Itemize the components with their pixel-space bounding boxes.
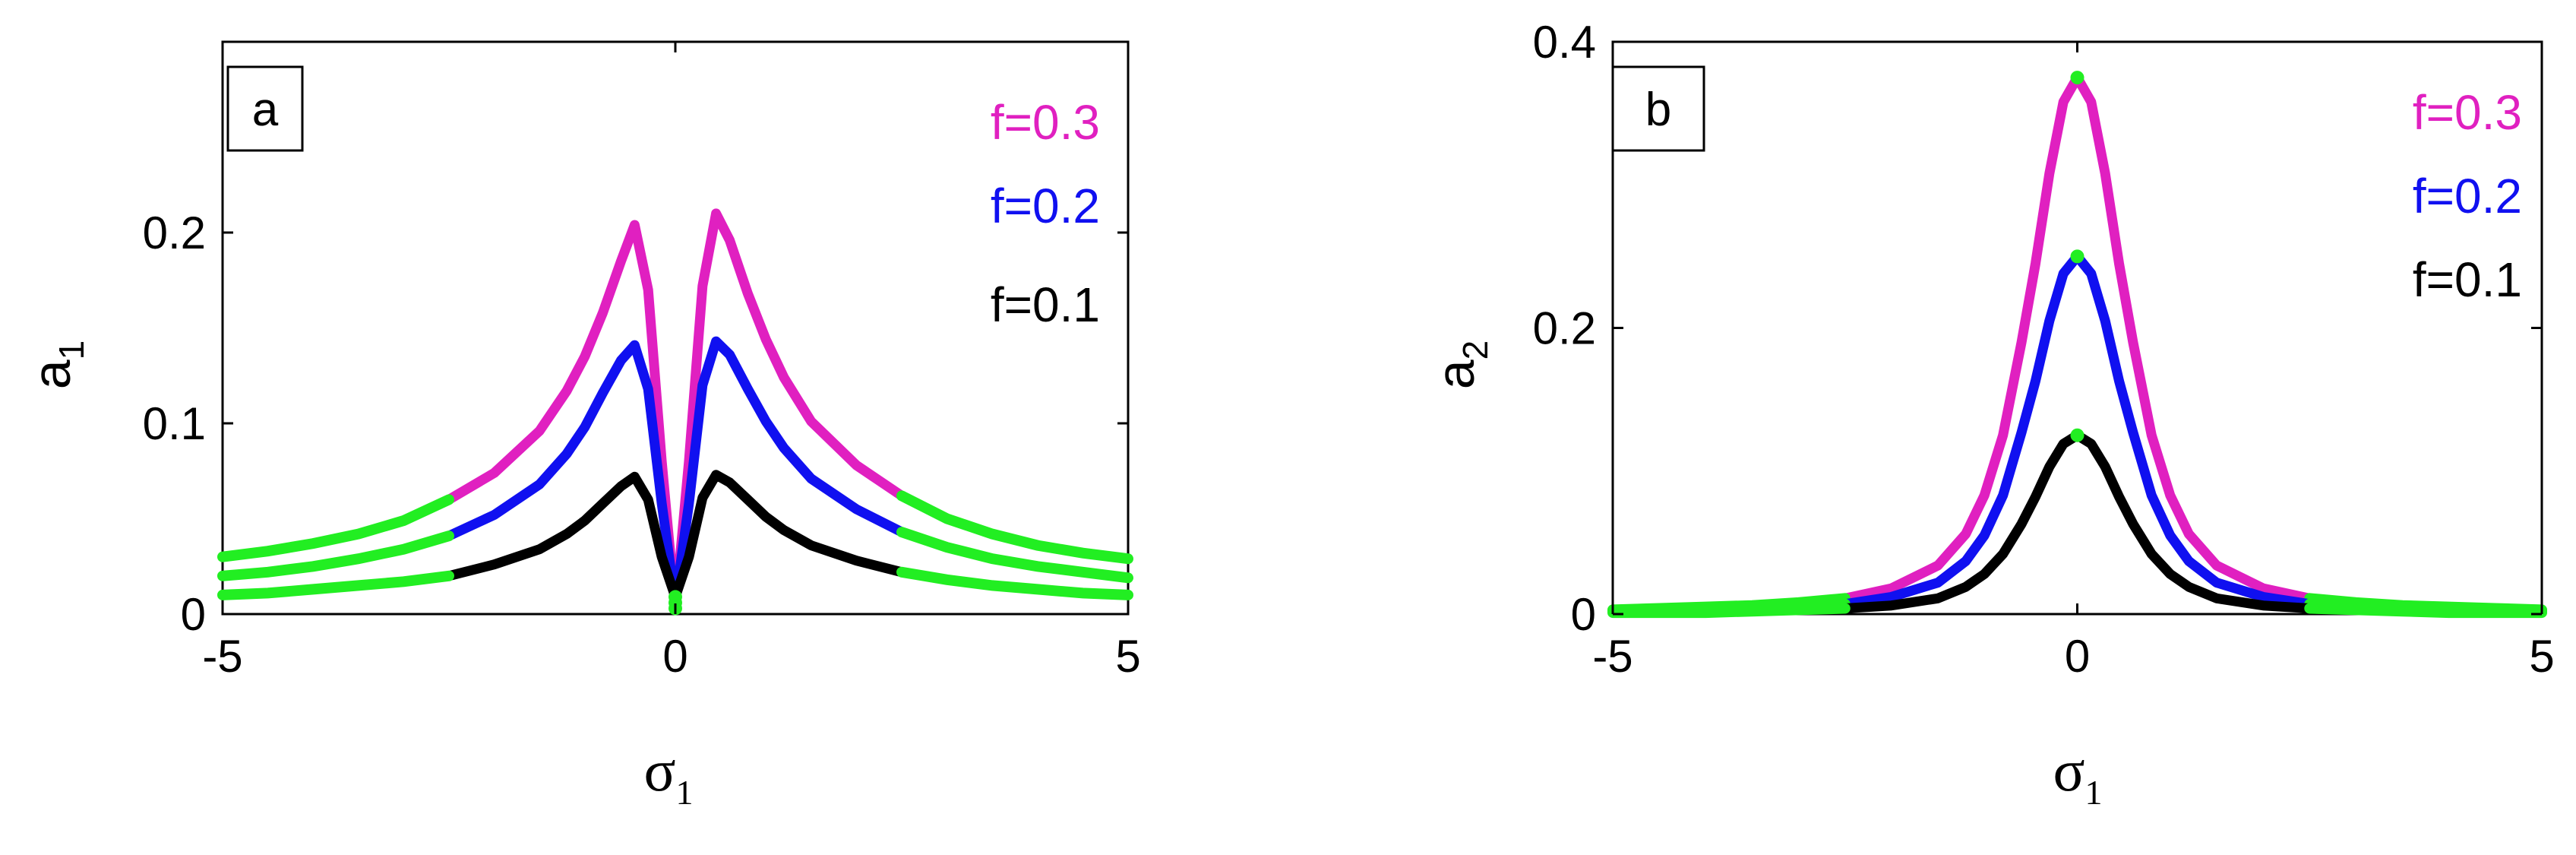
x-axis-label: σ1	[643, 737, 693, 812]
y-tick-label: 0	[1571, 589, 1596, 640]
y-axis-label-main: a	[1426, 359, 1485, 389]
legend-entry-f03: f=0.3	[991, 95, 1100, 150]
series-line-f01	[1607, 430, 2547, 618]
stable-branch-right	[896, 490, 1133, 565]
x-tick-label: 5	[2529, 631, 2554, 682]
center-point-marker	[2070, 428, 2085, 442]
svg-text:σ1: σ1	[643, 737, 693, 812]
panel-tag-box	[1611, 65, 1705, 152]
stable-branch-left	[217, 494, 454, 562]
stable-branch-left	[1607, 603, 1851, 619]
x-tick-label: 5	[1115, 631, 1140, 682]
x-tick-label: 0	[2065, 631, 2090, 682]
y-tick-label: 0.4	[1533, 17, 1596, 68]
series-line-f03	[217, 208, 1133, 613]
legend-entry-f02: f=0.2	[991, 179, 1100, 233]
center-point-marker	[2070, 249, 2085, 264]
ticks-layer: -5 0 500.20.4	[1533, 17, 2555, 682]
y-tick-label: 0.2	[1533, 303, 1596, 354]
stable-branch-left	[217, 530, 454, 581]
y-tick-label: 0.1	[143, 398, 206, 449]
legend-entry-f01: f=0.1	[991, 277, 1100, 332]
stable-branch-left	[217, 570, 454, 600]
x-tick-label: 0	[662, 631, 687, 682]
svg-text:a1: a1	[22, 340, 91, 390]
series-layer	[1607, 71, 2547, 619]
y-tick-label: 0.2	[143, 207, 206, 258]
panel-a: -5 0 500.10.2 a f=0.3 f=0.2 f=0.1 a1 σ1	[22, 40, 1141, 812]
legend-entry-f02: f=0.2	[2413, 169, 2522, 223]
ticks-layer: -5 0 500.10.2	[143, 42, 1141, 682]
stable-branch-right	[896, 566, 1133, 600]
y-axis-label: a1	[22, 340, 91, 390]
panel-tag: a	[252, 84, 279, 136]
series-layer	[217, 208, 1133, 616]
x-axis-label: σ1	[2053, 737, 2102, 812]
x-axis-label-main: σ	[643, 737, 675, 803]
series-line-f03	[1607, 72, 2547, 615]
panel-tag: b	[1645, 84, 1671, 136]
y-axis-label-main: a	[22, 359, 81, 389]
panel-tag-box	[226, 65, 304, 152]
center-point-marker	[2070, 71, 2085, 85]
x-tick-label: -5	[1592, 631, 1633, 682]
stable-branch-right	[2304, 603, 2547, 619]
x-tick-label: -5	[202, 631, 242, 682]
y-axis-label-sub: 2	[1456, 340, 1495, 360]
legend-entry-f03: f=0.3	[2413, 85, 2522, 140]
x-axis-label-main: σ	[2053, 737, 2085, 803]
y-axis-label: a2	[1426, 340, 1495, 390]
y-axis-label-sub: 1	[52, 340, 91, 360]
x-axis-label-sub: 1	[676, 773, 694, 812]
center-point-marker	[668, 590, 682, 604]
x-axis-label-sub: 1	[2085, 773, 2103, 812]
legend-entry-f01: f=0.1	[2413, 252, 2522, 307]
y-tick-label: 0	[181, 589, 206, 640]
plot-frame	[1611, 40, 2543, 616]
svg-text:σ1: σ1	[2053, 737, 2102, 812]
stable-branch-right	[896, 527, 1133, 584]
svg-text:a2: a2	[1426, 340, 1495, 390]
panel-b: -5 0 500.20.4 b f=0.3 f=0.2 f=0.1 a2 σ1	[1426, 17, 2555, 812]
